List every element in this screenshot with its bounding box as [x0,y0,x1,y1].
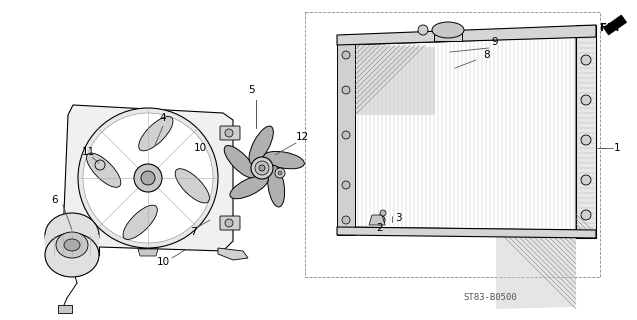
Ellipse shape [268,165,285,207]
Circle shape [581,55,591,65]
Text: ST83-B0500: ST83-B0500 [463,293,517,302]
Polygon shape [337,227,596,238]
Text: FR.: FR. [600,23,619,33]
Circle shape [581,175,591,185]
Polygon shape [218,248,248,260]
Ellipse shape [45,233,99,277]
Polygon shape [337,25,596,45]
Ellipse shape [263,151,304,169]
FancyBboxPatch shape [220,216,240,230]
Circle shape [134,164,162,192]
Text: 8: 8 [483,50,490,60]
Ellipse shape [139,116,173,151]
Ellipse shape [230,175,268,199]
Circle shape [278,171,282,175]
Circle shape [251,157,273,179]
Bar [337,35,355,235]
Circle shape [225,219,233,227]
Polygon shape [138,249,158,256]
Circle shape [581,95,591,105]
Bar [434,27,462,41]
Circle shape [375,215,385,225]
Text: 12: 12 [296,132,308,142]
Ellipse shape [432,22,464,38]
Bar [58,305,72,313]
Polygon shape [355,37,576,230]
Circle shape [581,135,591,145]
Polygon shape [369,215,385,225]
Text: 9: 9 [492,37,498,47]
Circle shape [581,210,591,220]
Circle shape [380,210,386,216]
Circle shape [255,161,269,175]
Text: 11: 11 [82,147,95,157]
Text: 6: 6 [52,195,59,205]
Circle shape [95,160,105,170]
Text: 10: 10 [157,257,169,267]
Polygon shape [496,229,576,309]
Circle shape [78,108,218,248]
Circle shape [342,131,350,139]
Circle shape [342,181,350,189]
Circle shape [342,51,350,59]
Circle shape [141,171,155,185]
Text: 4: 4 [160,113,166,123]
Ellipse shape [249,126,273,164]
Ellipse shape [64,239,80,251]
Text: 5: 5 [248,85,255,95]
Bar [45,235,99,255]
Ellipse shape [224,146,255,178]
Circle shape [342,216,350,224]
Bar [576,25,596,238]
Ellipse shape [56,232,88,258]
Ellipse shape [175,169,210,203]
Ellipse shape [87,153,121,187]
Polygon shape [603,15,627,35]
Circle shape [83,113,213,243]
Circle shape [418,25,428,35]
Ellipse shape [123,205,157,239]
Circle shape [259,165,265,171]
Bar [305,12,600,277]
Text: 10: 10 [194,143,206,153]
Ellipse shape [45,213,99,257]
Circle shape [342,86,350,94]
Text: 1: 1 [613,143,620,153]
Circle shape [225,129,233,137]
Text: 2: 2 [376,223,383,233]
FancyBboxPatch shape [220,126,240,140]
Polygon shape [355,45,435,115]
Text: 3: 3 [395,213,401,223]
Polygon shape [63,105,233,251]
Circle shape [275,168,285,178]
Text: 7: 7 [190,227,196,237]
